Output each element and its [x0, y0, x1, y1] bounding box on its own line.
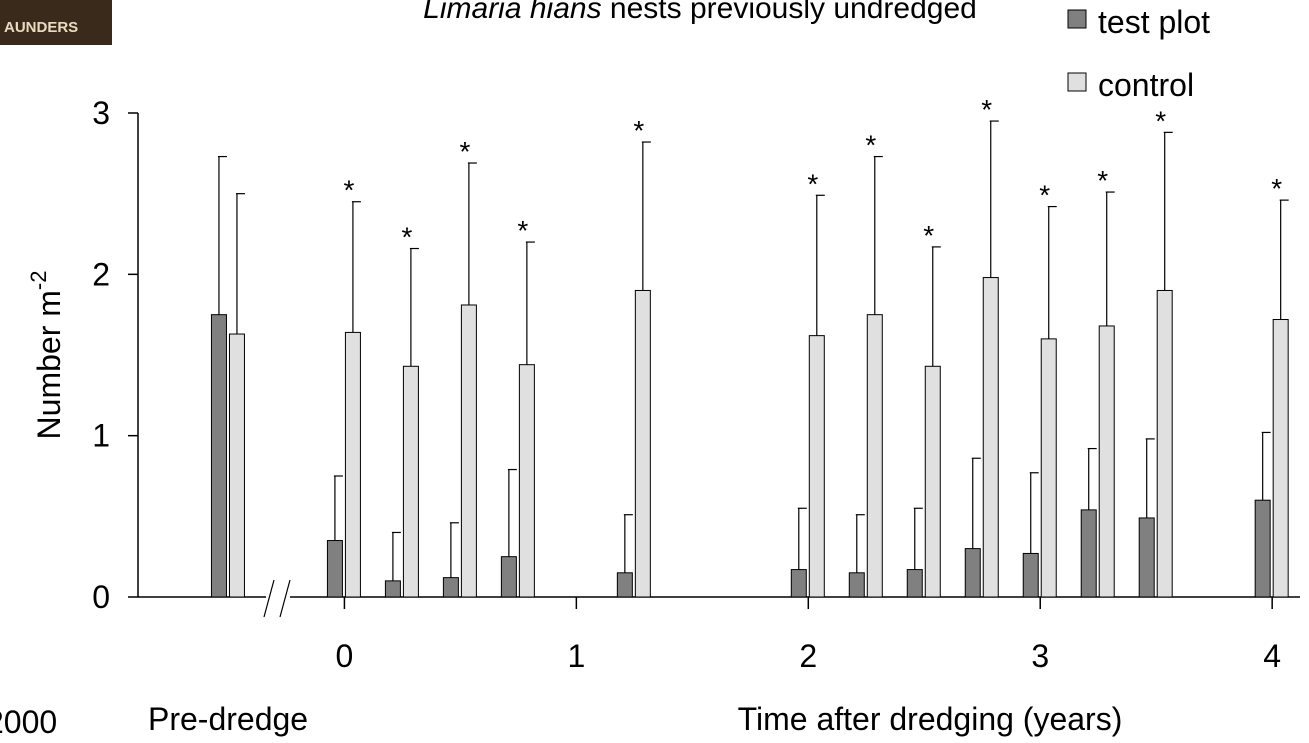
significance-marker: *	[865, 130, 876, 161]
y-tick-label: 1	[92, 418, 110, 454]
bar	[924, 365, 941, 598]
x-tick-label: 1	[567, 638, 585, 674]
bar	[1080, 509, 1097, 598]
bar	[848, 572, 865, 598]
bar	[1254, 499, 1271, 598]
pre-dredge-label: Pre-dredge	[148, 701, 308, 737]
bar	[384, 580, 401, 598]
bar	[964, 548, 981, 598]
significance-marker: *	[459, 136, 470, 167]
bar	[1022, 552, 1039, 598]
legend-label: test plot	[1098, 4, 1210, 40]
bar	[344, 331, 361, 598]
significance-marker: *	[1039, 180, 1050, 211]
significance-marker: *	[1097, 165, 1108, 196]
x-tick-label: 4	[1263, 638, 1281, 674]
y-tick-label: 2	[92, 256, 110, 292]
bar	[634, 289, 651, 598]
bar	[790, 569, 807, 598]
x-tick-label: 2	[799, 638, 817, 674]
bar	[1098, 325, 1115, 598]
bar	[518, 364, 535, 598]
axis-break	[263, 579, 275, 618]
x-tick-label: 0	[336, 638, 354, 674]
bar	[500, 556, 517, 598]
bar	[442, 577, 459, 598]
y-tick-label: 0	[92, 579, 110, 615]
y-label-sup: -2	[26, 271, 51, 291]
axis-break	[279, 579, 291, 618]
legend-swatch	[1067, 9, 1087, 29]
significance-marker: *	[981, 94, 992, 125]
bar	[1040, 338, 1057, 598]
significance-marker: *	[807, 168, 818, 199]
legend-label: control	[1098, 67, 1194, 103]
significance-marker: *	[517, 215, 528, 246]
logo-text: AUNDERS	[4, 19, 78, 36]
significance-marker: *	[923, 220, 934, 251]
x-axis-label: Time after dredging (years)	[738, 701, 1123, 737]
title-rest: nests previously undredged	[602, 0, 977, 25]
significance-marker: *	[633, 115, 644, 146]
y-label-text: Number m	[31, 290, 67, 439]
legend-swatch	[1067, 72, 1087, 92]
significance-marker: *	[401, 222, 412, 253]
x-tick-label: 3	[1031, 638, 1049, 674]
bar	[1272, 319, 1289, 598]
bar	[326, 540, 343, 598]
bar	[1138, 517, 1155, 598]
significance-marker: *	[1271, 173, 1282, 204]
title-italic: Limaria hians	[423, 0, 601, 25]
bar	[906, 569, 923, 598]
bar	[866, 314, 883, 598]
footer-year: 2000	[0, 704, 57, 740]
bar	[982, 277, 999, 598]
bar	[402, 365, 419, 598]
bar	[616, 572, 633, 598]
bar	[460, 304, 477, 598]
bar	[210, 314, 227, 598]
bar	[228, 333, 245, 598]
logo	[0, 0, 112, 45]
bar	[1156, 289, 1173, 598]
bar	[808, 335, 825, 598]
chart-title: Limaria hians nests previously undredged	[423, 0, 977, 25]
y-tick-label: 3	[92, 95, 110, 131]
y-axis-label: Number m-2	[26, 271, 67, 440]
significance-marker: *	[1155, 105, 1166, 136]
significance-marker: *	[343, 175, 354, 206]
